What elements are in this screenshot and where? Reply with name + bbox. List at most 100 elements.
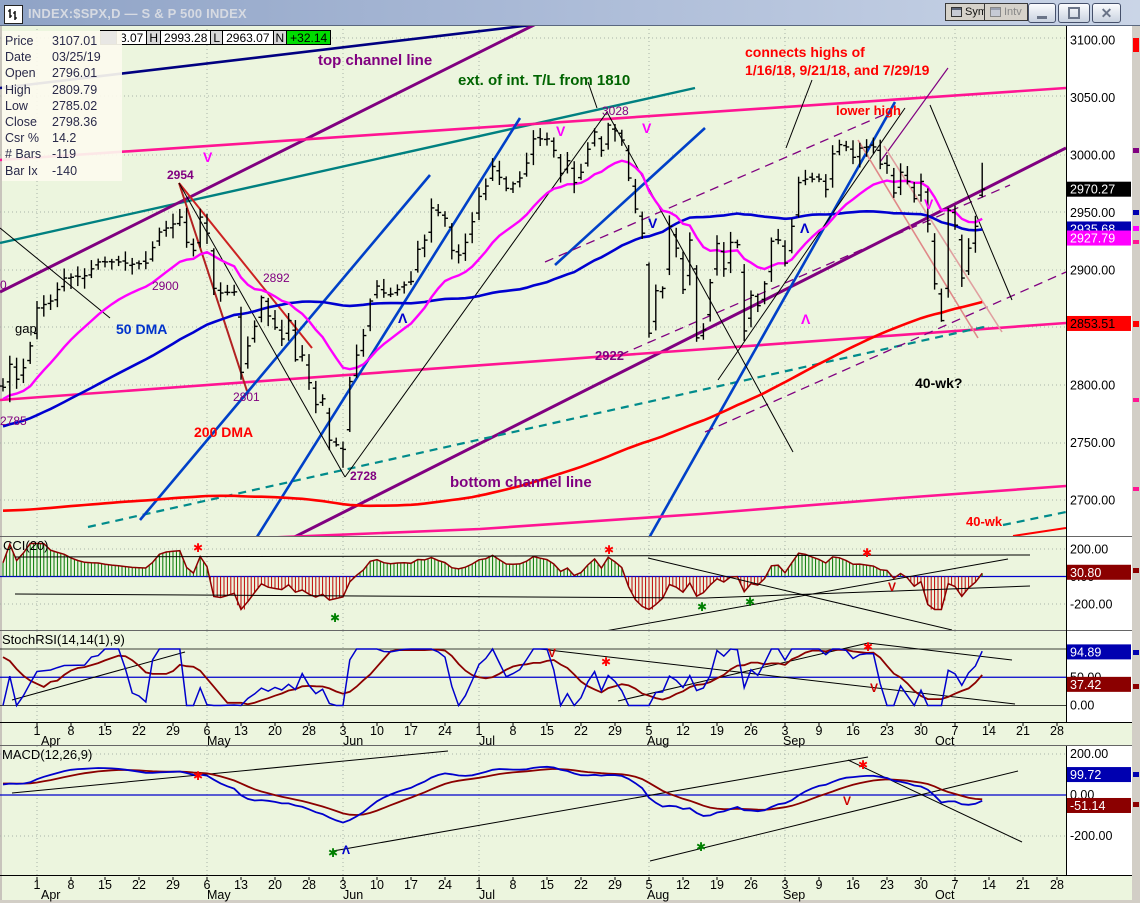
date-tick-label: 21 [1016, 724, 1030, 738]
info-row: Date 03/25/19 [5, 49, 122, 65]
date-tick-label: 7 [952, 878, 959, 892]
date-tick-label: 16 [846, 878, 860, 892]
stoch-panel[interactable]: V ✱ ✱ V [0, 631, 1066, 721]
cci-marker: V [888, 580, 896, 594]
close-button[interactable]: ✕ [1092, 3, 1121, 23]
sym-window-icon [951, 7, 962, 17]
cci-marker: ✱ [193, 541, 203, 555]
swing-marker: V [924, 196, 934, 212]
info-row: # Bars -119 [5, 146, 122, 162]
info-row: Price 3107.01 [5, 33, 122, 49]
chart-annotation: 2728 [350, 469, 377, 483]
date-tick-label: 16 [846, 724, 860, 738]
net-value: +32.14 [286, 30, 332, 45]
info-row: High 2809.79 [5, 82, 122, 98]
swing-marker: V [203, 149, 213, 165]
price-tick-label: 2900.00 [1070, 264, 1115, 278]
chart-annotation: 40-wk? [915, 375, 962, 391]
info-label: Close [5, 114, 37, 129]
info-row: Bar Ix -140 [5, 163, 122, 179]
date-tick-label: 28 [1050, 724, 1064, 738]
date-tick-label: 29 [166, 724, 180, 738]
restore-button[interactable] [1058, 3, 1090, 23]
date-tick-label: 12 [676, 878, 690, 892]
date-tick-label: 28 [1050, 878, 1064, 892]
date-tick-label: 22 [132, 724, 146, 738]
date-tick-label: 29 [608, 878, 622, 892]
cci-marker: ✱ [604, 543, 614, 557]
price-tick-label: 2800.00 [1070, 379, 1115, 393]
sym-button[interactable]: Sym [945, 3, 993, 21]
info-value: 03/25/19 [52, 50, 101, 65]
chart-annotation: 1/16/18, 9/21/18, and 7/29/19 [745, 62, 930, 78]
cci-marker: ✱ [745, 595, 755, 609]
date-tick-label: 21 [1016, 878, 1030, 892]
month-label: Oct [935, 888, 955, 902]
price-tick-label: 3050.00 [1070, 91, 1115, 105]
month-label: Jul [479, 888, 495, 902]
info-label: Date [5, 50, 32, 65]
date-tick-label: 22 [132, 878, 146, 892]
info-label: Bar Ix [5, 163, 38, 178]
cci-marker: ✱ [330, 611, 340, 625]
intv-button[interactable]: Intv [984, 3, 1028, 21]
price-tick-label: 3000.00 [1070, 149, 1115, 163]
info-row: Csr % 14.2 [5, 130, 122, 146]
chart-annotation: 2900 [152, 279, 179, 293]
date-tick-label: 24 [438, 878, 452, 892]
date-tick-label: 3 [782, 878, 789, 892]
macd-tick-label: 200.00 [1070, 747, 1108, 761]
date-tick-label: 1 [476, 878, 483, 892]
info-value: 3107.01 [52, 34, 98, 48]
date-tick-label: 20 [268, 724, 282, 738]
chart-annotation: bottom channel line [450, 474, 592, 491]
info-label: Price [5, 34, 34, 48]
date-tick-label: 29 [608, 724, 622, 738]
stoch-marker: V [548, 646, 556, 660]
date-tick-label: 5 [646, 878, 653, 892]
macd-panel-label: MACD(12,26,9) [2, 747, 93, 762]
date-tick-label: 14 [982, 878, 996, 892]
date-tick-label: 13 [234, 878, 248, 892]
macd-badge: 99.72 [1070, 768, 1101, 782]
minimize-button[interactable] [1028, 3, 1056, 23]
macd-marker: ✱ [328, 846, 338, 860]
date-tick-label: 7 [952, 724, 959, 738]
month-label: Sep [783, 888, 805, 902]
info-label: High [5, 82, 31, 97]
sym-button-label: Sym [965, 6, 987, 18]
stoch-panel-label: StochRSI(14,14(1),9) [2, 632, 125, 647]
app-icon [4, 4, 23, 24]
swing-marker: V [556, 123, 566, 139]
date-tick-label: 9 [816, 878, 823, 892]
stoch-badge: 37.42 [1070, 678, 1101, 692]
info-label: Csr % [5, 131, 40, 146]
info-row: Close 2798.36 [5, 114, 122, 130]
price-bars [0, 122, 986, 468]
macd-panel[interactable]: ✱ ✱ V ✱ ✱ Λ [0, 746, 1066, 875]
month-label: Aug [647, 888, 669, 902]
date-tick-label: 3 [340, 878, 347, 892]
info-value: -140 [52, 163, 78, 178]
chart-annotation: lower high [836, 103, 901, 118]
cci-tick-label: 200.00 [1070, 543, 1108, 557]
stoch-badge: 94.89 [1070, 645, 1101, 659]
date-tick-label: 6 [204, 878, 211, 892]
price-badge: 2853.51 [1070, 317, 1115, 331]
cci-panel[interactable]: ✱ ✱ ✱ ✱ ✱ ✱ V [0, 537, 1066, 631]
macd-badge: -51.14 [1070, 799, 1105, 813]
close-icon: ✕ [1100, 5, 1113, 21]
date-tick-label: 22 [574, 724, 588, 738]
macd-tick-label: -200.00 [1070, 829, 1112, 843]
date-axis-top: 1 8 15 22 29 6 13 20 28 3 10 17 24 1 8 15 22 29 5 12 19 26 3 9 1… [34, 723, 1064, 748]
stoch-marker: ✱ [601, 655, 611, 669]
date-tick-label: 26 [744, 724, 758, 738]
date-tick-label: 1 [34, 724, 41, 738]
info-label: Low [5, 98, 28, 113]
